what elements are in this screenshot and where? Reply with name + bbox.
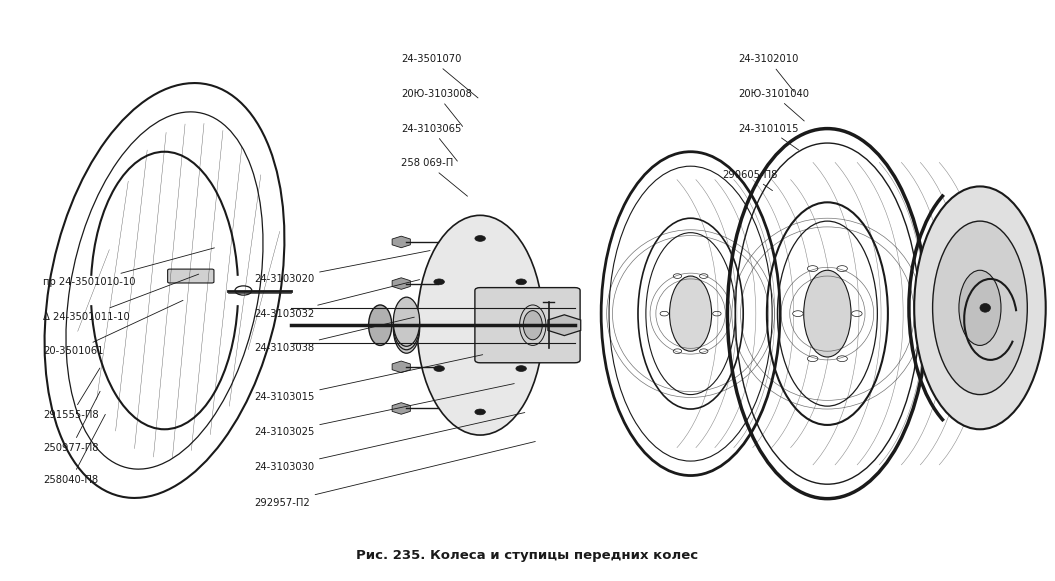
Text: 290605-П8: 290605-П8 — [723, 170, 778, 191]
Ellipse shape — [670, 276, 712, 351]
Circle shape — [851, 311, 862, 317]
Text: Δ 24-3501011-10: Δ 24-3501011-10 — [43, 274, 198, 321]
Circle shape — [713, 311, 722, 316]
Circle shape — [807, 266, 818, 271]
Circle shape — [699, 349, 708, 353]
Circle shape — [434, 365, 444, 371]
Ellipse shape — [804, 270, 851, 357]
Text: 24-3103065: 24-3103065 — [401, 124, 462, 161]
Text: 24-3102010: 24-3102010 — [737, 54, 799, 92]
Text: Рис. 235. Колеса и ступицы передних колес: Рис. 235. Колеса и ступицы передних коле… — [357, 549, 698, 562]
Circle shape — [837, 356, 847, 361]
Ellipse shape — [394, 297, 420, 346]
Ellipse shape — [368, 305, 391, 346]
Text: 20-3501061: 20-3501061 — [43, 300, 183, 356]
Ellipse shape — [523, 311, 542, 340]
Text: 20Ю-3103008: 20Ю-3103008 — [401, 89, 472, 127]
Text: 24-3103015: 24-3103015 — [254, 354, 483, 403]
Text: 258040-П8: 258040-П8 — [43, 414, 106, 485]
Text: 24-3501070: 24-3501070 — [401, 54, 478, 98]
Ellipse shape — [417, 216, 543, 435]
Circle shape — [475, 235, 485, 241]
Text: 292957-П2: 292957-П2 — [254, 442, 535, 508]
Ellipse shape — [980, 303, 991, 312]
Text: 24-3103025: 24-3103025 — [254, 383, 514, 437]
Ellipse shape — [394, 300, 420, 350]
Ellipse shape — [520, 305, 545, 346]
Text: 258 069-П: 258 069-П — [401, 158, 467, 196]
Text: 24-3103038: 24-3103038 — [254, 317, 415, 353]
Text: 24-3103032: 24-3103032 — [254, 279, 420, 318]
Circle shape — [673, 349, 682, 353]
Circle shape — [673, 274, 682, 278]
Circle shape — [807, 356, 818, 361]
Circle shape — [792, 311, 803, 317]
FancyBboxPatch shape — [168, 269, 214, 283]
FancyBboxPatch shape — [475, 288, 580, 363]
Ellipse shape — [959, 270, 1001, 346]
Circle shape — [516, 365, 526, 371]
Text: 20Ю-3101040: 20Ю-3101040 — [737, 89, 809, 121]
Circle shape — [516, 279, 526, 285]
Ellipse shape — [394, 304, 420, 353]
Text: 24-3103020: 24-3103020 — [254, 250, 430, 284]
Text: 291555-П8: 291555-П8 — [43, 368, 100, 420]
Text: 24-3103030: 24-3103030 — [254, 413, 524, 472]
Ellipse shape — [933, 221, 1028, 394]
Text: пр 24-3501010-10: пр 24-3501010-10 — [43, 248, 214, 287]
Text: 24-3101015: 24-3101015 — [737, 124, 799, 150]
Circle shape — [699, 274, 708, 278]
Circle shape — [660, 311, 669, 316]
Ellipse shape — [915, 187, 1046, 429]
Circle shape — [475, 409, 485, 415]
Text: 250977-П8: 250977-П8 — [43, 391, 100, 453]
Circle shape — [837, 266, 847, 271]
Circle shape — [434, 279, 444, 285]
